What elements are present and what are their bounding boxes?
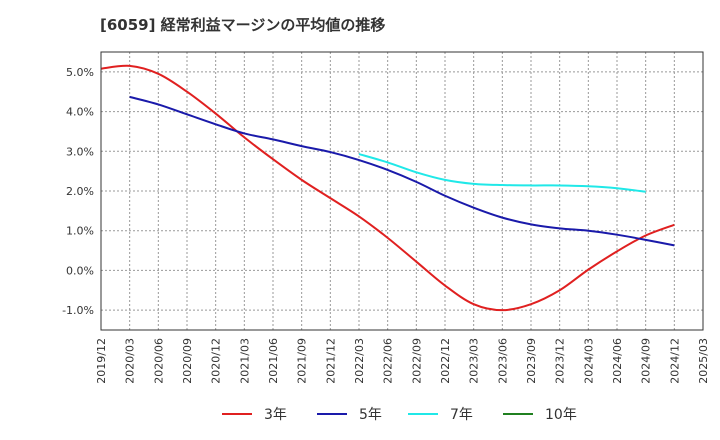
y-tick-label: 1.0% bbox=[66, 225, 94, 238]
x-tick-label: 2022/03 bbox=[353, 338, 366, 384]
plot-frame bbox=[100, 51, 704, 331]
x-tick-label: 2023/03 bbox=[468, 338, 481, 384]
x-tick-label: 2019/12 bbox=[95, 338, 108, 384]
y-axis: 5.0% 4.0% 3.0% 2.0% 1.0% 0.0% -1.0% bbox=[62, 66, 94, 317]
x-tick-label: 2022/12 bbox=[439, 338, 452, 384]
x-tick-label: 2022/09 bbox=[410, 338, 423, 384]
y-tick-label: 4.0% bbox=[66, 106, 94, 119]
x-tick-label: 2024/12 bbox=[668, 338, 681, 384]
y-tick-label: 2.0% bbox=[66, 185, 94, 198]
series-line-0 bbox=[100, 64, 675, 312]
x-tick-label: 2020/03 bbox=[124, 338, 137, 384]
x-tick-label: 2024/09 bbox=[640, 338, 653, 384]
x-tick-label: 2022/06 bbox=[382, 338, 395, 384]
x-tick-label: 2021/12 bbox=[324, 338, 337, 384]
y-tick-label: 3.0% bbox=[66, 145, 94, 158]
series-line-2 bbox=[358, 153, 646, 193]
x-tick-label: 2023/06 bbox=[496, 338, 509, 384]
x-tick-label: 2021/06 bbox=[267, 338, 280, 384]
legend-label-2: 7年 bbox=[450, 407, 473, 423]
x-tick-label: 2020/09 bbox=[181, 338, 194, 384]
x-tick-label: 2025/03 bbox=[697, 338, 710, 384]
x-tick-label: 2023/12 bbox=[554, 338, 567, 384]
series-line-1 bbox=[129, 95, 675, 247]
legend-label-1: 5年 bbox=[359, 407, 382, 423]
x-tick-label: 2021/03 bbox=[238, 338, 251, 384]
x-tick-label: 2024/06 bbox=[611, 338, 624, 384]
y-tick-label: 0.0% bbox=[66, 264, 94, 277]
y-tick-label: -1.0% bbox=[62, 304, 94, 317]
legend-label-0: 3年 bbox=[264, 407, 287, 423]
x-axis: 2019/12 2020/03 2020/06 2020/09 2020/12 2021/… bbox=[95, 338, 710, 384]
x-tick-label: 2020/06 bbox=[152, 338, 165, 384]
chart-title: [6059] 経常利益マージンの平均値の推移 bbox=[100, 16, 386, 34]
x-tick-label: 2023/09 bbox=[525, 338, 538, 384]
y-tick-label: 5.0% bbox=[66, 66, 94, 79]
x-tick-label: 2021/09 bbox=[296, 338, 309, 384]
series-lines bbox=[100, 64, 675, 312]
x-tick-label: 2020/12 bbox=[210, 338, 223, 384]
x-tick-label: 2024/03 bbox=[582, 338, 595, 384]
legend-label-3: 10年 bbox=[545, 407, 577, 423]
grid-lines bbox=[101, 52, 703, 330]
legend: 3年 5年 7年 10年 bbox=[222, 407, 577, 423]
